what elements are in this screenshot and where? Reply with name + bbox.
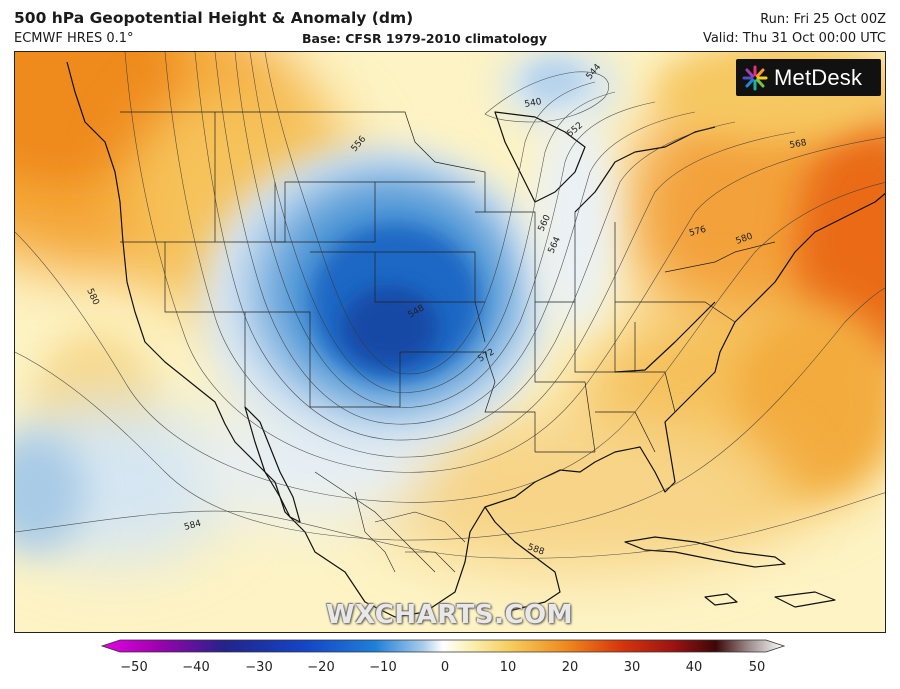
colorbar-tick: −30 [245, 660, 273, 675]
contour-label: 568 [789, 138, 808, 151]
metdesk-logo: MetDesk [736, 59, 881, 96]
run-time-label: Run: Fri 25 Oct 00Z [760, 12, 886, 27]
coastlines [66, 61, 885, 618]
valid-time-label: Valid: Thu 31 Oct 00:00 UTC [702, 31, 886, 46]
anomaly-colorbar [100, 639, 786, 653]
colorbar-tick: −50 [120, 660, 148, 675]
colorbar-bar [100, 639, 786, 653]
colorbar-tick: 40 [685, 660, 703, 675]
metdesk-logo-text: MetDesk [774, 64, 863, 90]
colorbar-tick: 20 [561, 660, 579, 675]
metdesk-starburst-icon [742, 65, 768, 90]
colorbar-tick: 0 [440, 660, 450, 675]
colorbar-tick: −10 [369, 660, 397, 675]
colorbar-tick: 50 [748, 660, 766, 675]
climatology-base-label: Base: CFSR 1979-2010 climatology [302, 31, 548, 46]
wxcharts-watermark: WXCHARTS.COM [326, 600, 574, 630]
model-label: ECMWF HRES 0.1° [14, 31, 134, 46]
contour-label: 540 [524, 97, 543, 110]
height-contours [15, 52, 885, 559]
mexico-borders [314, 471, 466, 573]
anomaly-map: 540 544 552 556 560 564 548 572 576 580 … [15, 52, 885, 632]
map-title: 500 hPa Geopotential Height & Anomaly (d… [14, 9, 414, 27]
colorbar-tick: 30 [623, 660, 641, 675]
colorbar-tick: −40 [182, 660, 210, 675]
contour-label: 576 [688, 225, 707, 239]
map-panel: 540 544 552 556 560 564 548 572 576 580 … [14, 51, 886, 633]
contour-label: 584 [183, 519, 202, 533]
colorbar-tick: 10 [499, 660, 517, 675]
colorbar-tick: −20 [307, 660, 335, 675]
state-borders [120, 111, 776, 453]
